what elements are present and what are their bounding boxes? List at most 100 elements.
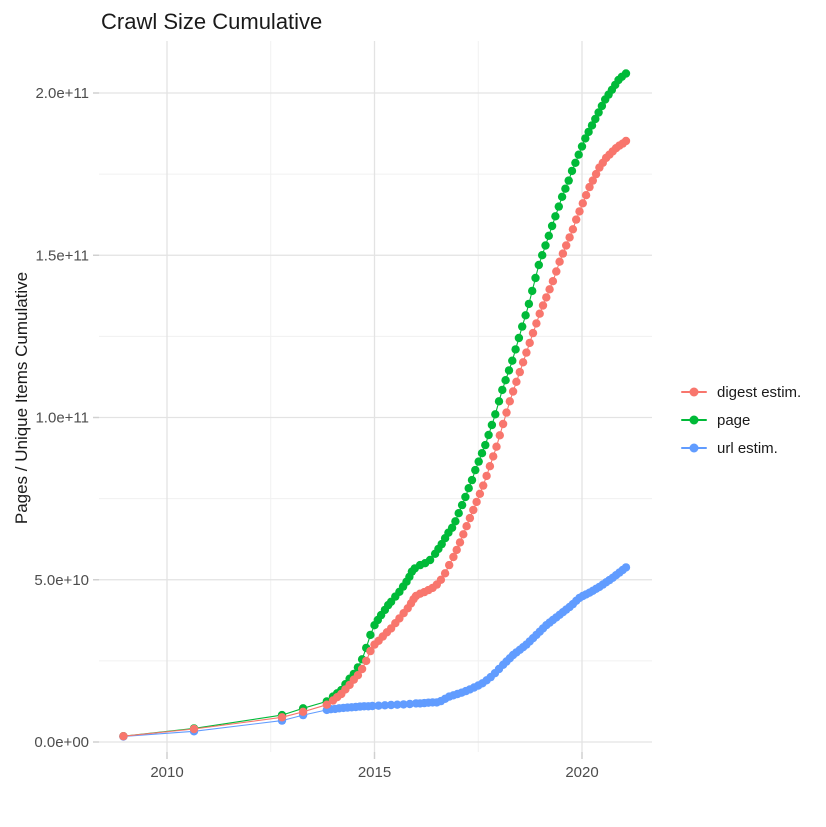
legend-label: url estim. — [717, 439, 778, 457]
data-point-digest-estim — [505, 397, 514, 406]
data-point-digest-estim — [479, 481, 488, 490]
data-point-page — [457, 500, 467, 510]
series-points-page — [119, 69, 631, 741]
data-point-digest-estim — [445, 560, 454, 570]
data-point-url-estim — [405, 699, 414, 709]
data-point-digest-estim — [568, 225, 578, 234]
data-point-digest-estim — [545, 285, 554, 294]
data-point-digest-estim — [532, 319, 541, 328]
data-point-page — [524, 299, 534, 309]
data-point-digest-estim — [555, 257, 564, 266]
data-point-digest-estim — [482, 471, 491, 481]
data-point-digest-estim — [449, 552, 458, 562]
data-point-page — [484, 430, 493, 440]
data-point-page — [587, 121, 597, 130]
y-tick-label: 1.0e+11 — [35, 410, 89, 427]
data-point-page — [597, 101, 607, 111]
data-point-page — [511, 345, 520, 354]
data-point-page — [504, 366, 514, 375]
data-point-page — [521, 311, 530, 320]
data-point-page — [477, 449, 487, 458]
data-point-page — [584, 127, 593, 137]
data-point-digest-estim — [440, 569, 450, 578]
data-point-digest-estim — [548, 277, 558, 286]
data-point-digest-estim — [498, 419, 508, 429]
data-point-digest-estim — [189, 724, 199, 734]
data-point-digest-estim — [562, 241, 571, 250]
y-tick-label: 0.0e+00 — [34, 734, 89, 751]
data-point-page — [498, 385, 507, 395]
data-point-digest-estim — [366, 646, 375, 656]
data-point-page — [561, 184, 570, 193]
data-point-digest-estim — [475, 489, 485, 498]
data-point-digest-estim — [465, 513, 475, 523]
data-point-page — [471, 465, 480, 475]
data-point-page — [564, 176, 573, 185]
data-point-digest-estim — [472, 497, 481, 507]
legend-key-icon — [681, 412, 707, 428]
data-point-page — [591, 114, 600, 124]
data-point-page — [461, 492, 470, 502]
data-point-page — [514, 333, 524, 343]
series-points-digest-estim — [119, 136, 631, 741]
data-point-page — [518, 322, 527, 331]
data-point-page — [366, 630, 375, 640]
data-point-page — [487, 420, 497, 430]
x-tick-label: 2010 — [150, 764, 183, 781]
data-point-digest-estim — [277, 713, 287, 722]
data-point-page — [551, 212, 560, 221]
data-point-digest-estim — [535, 309, 544, 318]
data-point-digest-estim — [298, 707, 308, 716]
data-point-digest-estim — [508, 387, 518, 396]
legend-item-digest-estim: digest estim. — [681, 378, 801, 406]
data-point-page — [571, 158, 580, 167]
data-point-digest-estim — [512, 377, 521, 386]
legend-key-icon — [681, 384, 707, 400]
data-point-page — [567, 166, 577, 176]
data-point-page — [534, 260, 543, 270]
data-point-page — [464, 484, 473, 493]
data-point-page — [491, 410, 500, 419]
data-point-page — [425, 555, 435, 565]
data-point-digest-estim — [538, 301, 548, 310]
data-point-digest-estim — [542, 293, 551, 302]
data-point-digest-estim — [459, 530, 468, 539]
data-point-page — [474, 457, 483, 466]
y-tick-label: 5.0e+10 — [34, 572, 89, 589]
data-point-page — [501, 376, 510, 385]
x-tick-label: 2020 — [565, 764, 598, 781]
data-point-digest-estim — [522, 348, 531, 357]
data-point-digest-estim — [495, 431, 504, 440]
data-point-digest-estim — [565, 233, 574, 242]
data-point-page — [528, 286, 537, 296]
data-point-digest-estim — [492, 442, 501, 451]
data-point-digest-estim — [581, 191, 591, 200]
data-point-digest-estim — [591, 169, 601, 179]
data-point-page — [467, 475, 477, 485]
data-point-digest-estim — [485, 462, 495, 471]
data-point-digest-estim — [585, 182, 594, 192]
data-point-page — [594, 108, 603, 117]
data-point-digest-estim — [518, 358, 528, 367]
data-point-page — [454, 509, 463, 518]
data-point-digest-estim — [462, 522, 471, 531]
data-point-digest-estim — [357, 664, 367, 674]
data-point-page — [547, 221, 557, 231]
data-point-digest-estim — [558, 249, 568, 258]
data-point-digest-estim — [452, 545, 461, 555]
data-point-page — [481, 440, 490, 450]
data-point-digest-estim — [588, 176, 597, 185]
data-point-digest-estim — [455, 538, 465, 547]
legend-item-url-estim: url estim. — [681, 434, 801, 462]
data-point-page — [531, 273, 540, 283]
chart-title: Crawl Size Cumulative — [101, 9, 323, 34]
data-point-page — [447, 523, 457, 532]
data-point-page — [451, 517, 460, 526]
data-point-digest-estim — [525, 338, 534, 348]
data-point-url-estim — [399, 700, 408, 709]
data-point-page — [581, 134, 590, 143]
data-point-digest-estim — [552, 267, 561, 276]
data-point-url-estim — [368, 701, 377, 711]
y-tick-label: 2.0e+11 — [35, 85, 89, 102]
